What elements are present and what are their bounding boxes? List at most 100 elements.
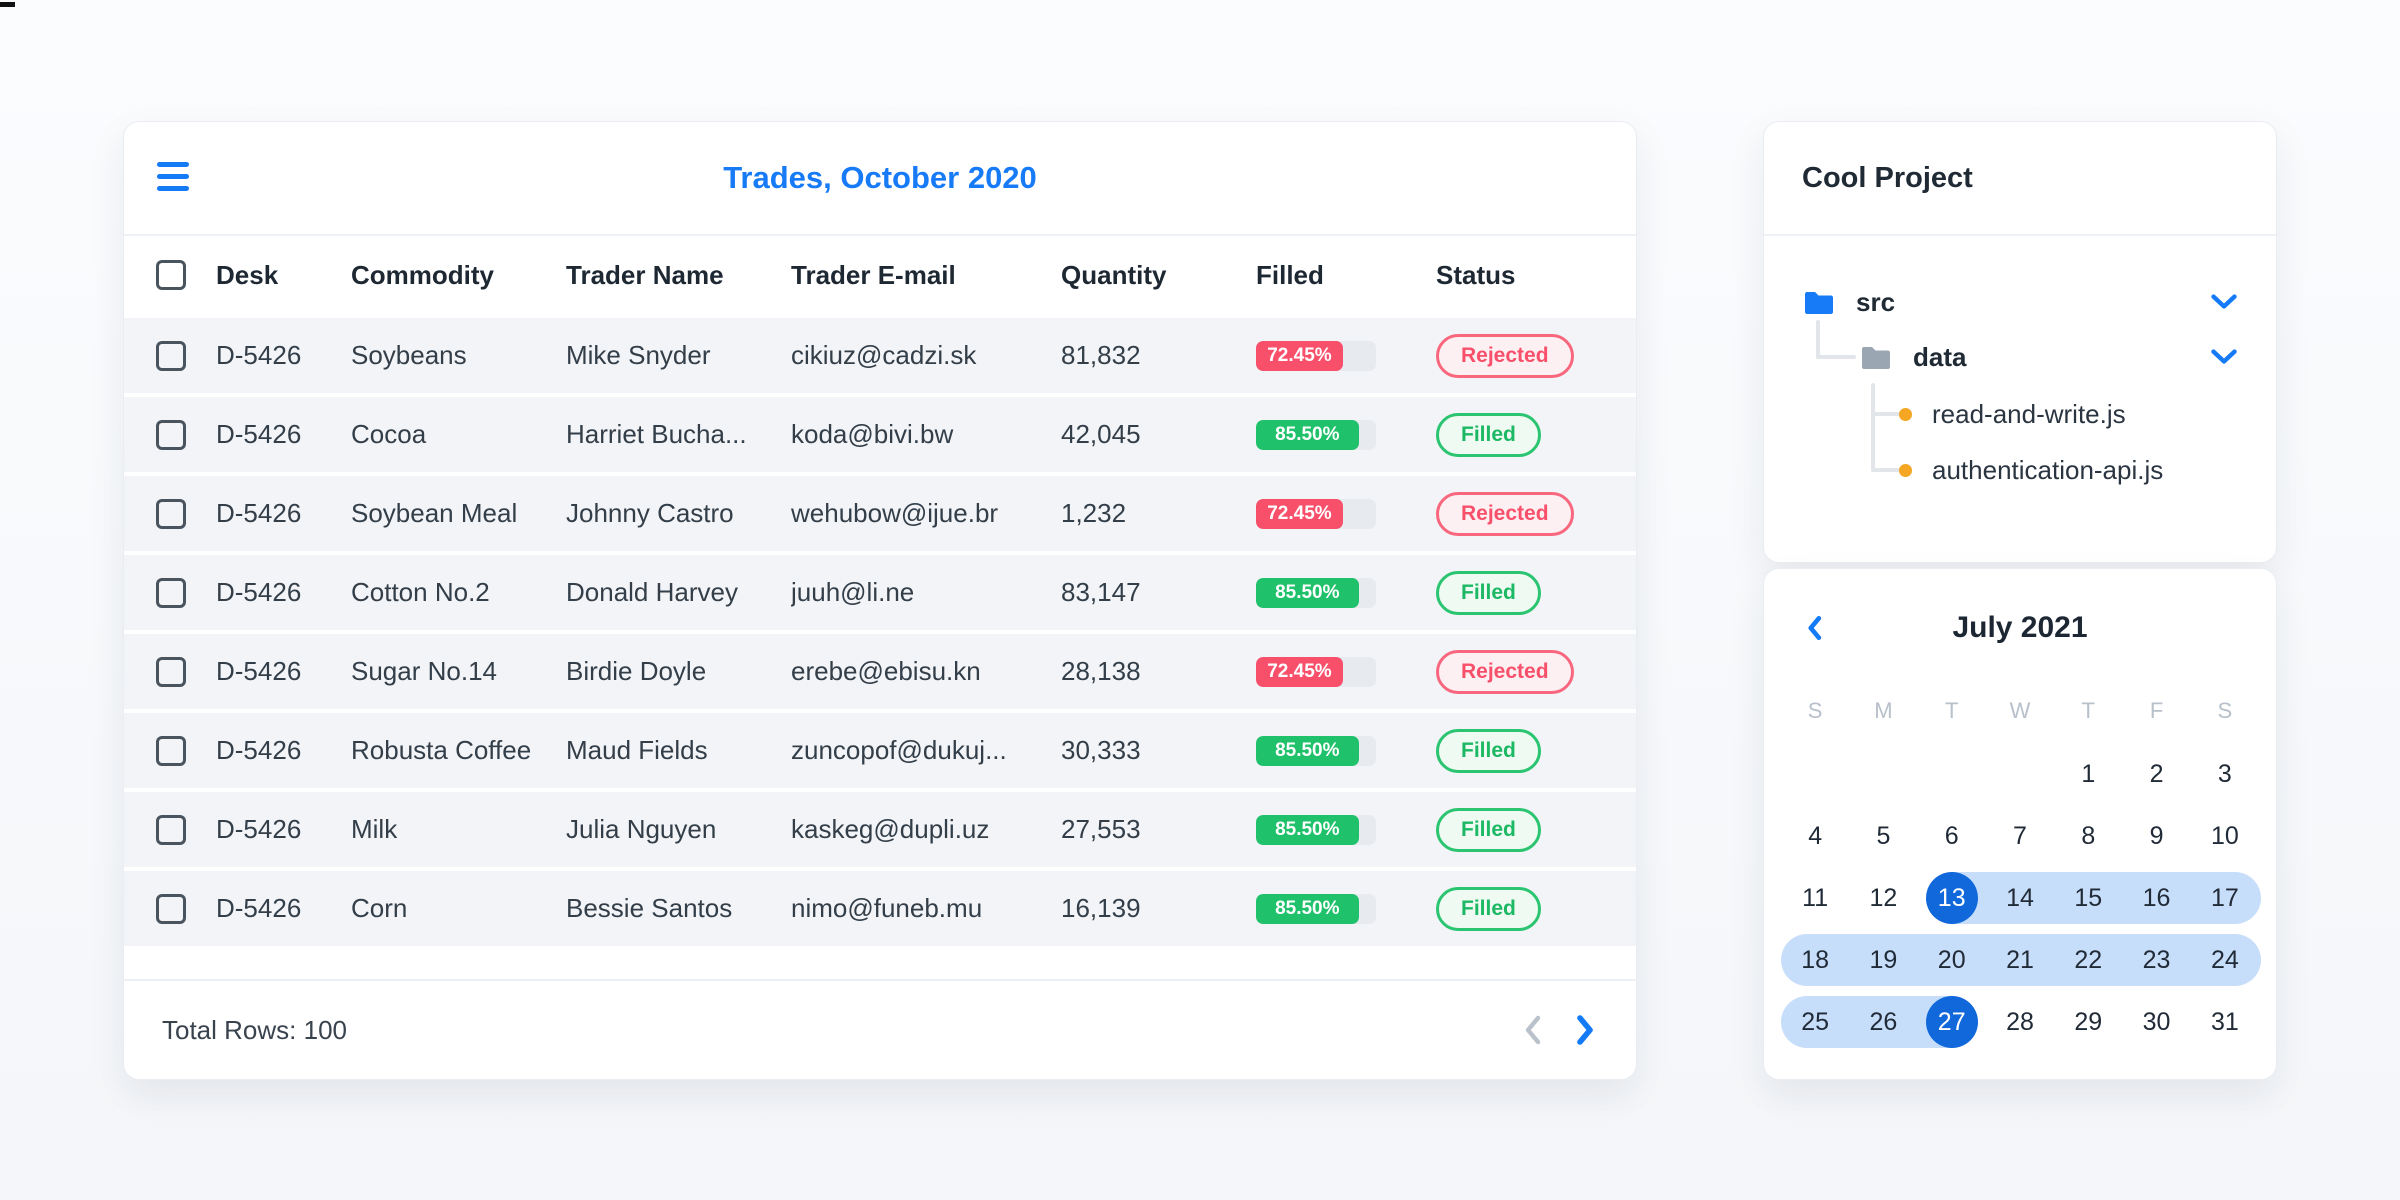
day-number: 21 [2006, 945, 2034, 974]
calendar-day[interactable]: 11 [1781, 867, 1849, 929]
next-page-icon[interactable] [1574, 1014, 1598, 1046]
calendar-day[interactable]: 12 [1849, 867, 1917, 929]
day-number [1994, 748, 2046, 800]
day-number: 22 [2074, 945, 2103, 974]
calendar-day[interactable]: 14 [1986, 867, 2054, 929]
calendar-day[interactable]: 19 [1849, 929, 1917, 991]
chevron-down-icon[interactable] [2210, 293, 2238, 311]
project-card-header: Cool Project [1764, 122, 2276, 236]
tree-node-data[interactable]: data [1859, 331, 2238, 383]
weekday-label: W [2009, 698, 2031, 723]
calendar-day[interactable]: 21 [1986, 929, 2054, 991]
calendar-day[interactable]: 8 [2054, 805, 2122, 867]
day-number: 2 [2149, 759, 2164, 788]
day-number: 14 [2006, 883, 2034, 912]
calendar-day[interactable]: 17 [2191, 867, 2259, 929]
day-number: 26 [1869, 1007, 1898, 1036]
calendar-day[interactable]: 2 [2122, 743, 2190, 805]
quantity-cell: 16,139 [1061, 893, 1141, 923]
tree-connector-line [1871, 412, 1901, 416]
calendar-day[interactable]: 10 [2191, 805, 2259, 867]
file-bullet-icon [1899, 463, 1912, 477]
calendar-day[interactable]: 22 [2054, 929, 2122, 991]
calendar-day[interactable]: 5 [1849, 805, 1917, 867]
weekday-label: F [2149, 698, 2164, 723]
desk-cell: D-5426 [216, 814, 302, 844]
trader-name-cell: Julia Nguyen [566, 814, 717, 844]
calendar-week-row: 4 5 6 7 8 9 10 [1781, 805, 2259, 867]
calendar-day[interactable]: 7 [1986, 805, 2054, 867]
prev-page-icon[interactable] [1520, 1014, 1544, 1046]
table-row: D-5426 Soybean Meal Johnny Castro wehubo… [124, 472, 1636, 551]
calendar-day[interactable]: 13 [1918, 867, 1986, 929]
quantity-cell: 81,832 [1061, 340, 1141, 370]
calendar-header: July 2021 [1764, 569, 2276, 687]
row-checkbox[interactable] [156, 656, 186, 687]
day-number: 27 [1925, 996, 1978, 1048]
table-row: D-5426 Corn Bessie Santos nimo@funeb.mu … [124, 867, 1636, 946]
row-checkbox[interactable] [156, 577, 186, 608]
day-number: 18 [1801, 945, 1830, 974]
file-tree: src data read-and-write.js authenticatio… [1764, 236, 2276, 562]
day-number: 5 [1876, 821, 1891, 850]
calendar-day[interactable]: 30 [2122, 991, 2190, 1053]
trader-email-cell: nimo@funeb.mu [791, 893, 983, 923]
calendar-day[interactable]: 3 [2191, 743, 2259, 805]
calendar-day[interactable]: 26 [1849, 991, 1917, 1053]
calendar-day[interactable]: 18 [1781, 929, 1849, 991]
chevron-down-icon[interactable] [2210, 348, 2238, 366]
trader-name-cell: Johnny Castro [566, 498, 734, 528]
trades-title: Trades, October 2020 [723, 160, 1037, 195]
weekday-label: T [2081, 698, 2095, 723]
day-number: 8 [2081, 821, 2096, 850]
row-checkbox[interactable] [156, 419, 186, 450]
trader-email-cell: juuh@li.ne [791, 577, 915, 607]
row-checkbox[interactable] [156, 735, 186, 766]
row-checkbox[interactable] [156, 498, 186, 529]
day-number: 4 [1808, 821, 1823, 850]
menu-bar [157, 174, 189, 179]
desk-cell: D-5426 [216, 340, 302, 370]
day-number: 7 [2013, 821, 2027, 850]
weekday-label: T [1944, 698, 1959, 723]
day-number: 20 [1937, 945, 1966, 974]
filled-progress-bar: 85.50% [1256, 814, 1376, 845]
day-number [1789, 748, 1841, 800]
calendar-day[interactable]: 6 [1918, 805, 1986, 867]
calendar-day[interactable]: 31 [2191, 991, 2259, 1053]
calendar-day[interactable]: 16 [2122, 867, 2190, 929]
calendar-day[interactable]: 15 [2054, 867, 2122, 929]
select-all-checkbox[interactable] [156, 260, 186, 290]
row-checkbox[interactable] [156, 893, 186, 924]
table-row: D-5426 Soybeans Mike Snyder cikiuz@cadzi… [124, 314, 1636, 393]
commodity-cell: Corn [351, 893, 408, 923]
folder-label: src [1856, 286, 1896, 317]
weekday-label: S [2217, 698, 2233, 723]
row-checkbox[interactable] [156, 814, 186, 845]
calendar-day[interactable]: 1 [2054, 743, 2122, 805]
tree-node-src[interactable]: src [1802, 276, 2238, 328]
tree-node-file[interactable]: authentication-api.js [1899, 444, 2238, 496]
tree-connector-line [1871, 383, 1875, 472]
day-number [1857, 748, 1909, 800]
calendar-day[interactable]: 23 [2122, 929, 2190, 991]
calendar-day[interactable]: 28 [1986, 991, 2054, 1053]
calendar-day[interactable]: 25 [1781, 991, 1849, 1053]
corner-artifact [0, 2, 15, 7]
folder-icon [1805, 292, 1833, 314]
quantity-cell: 28,138 [1061, 656, 1141, 686]
total-rows-label: Total Rows: 100 [162, 1014, 347, 1045]
calendar-prev-icon[interactable] [1804, 615, 1824, 641]
calendar-day[interactable]: 20 [1918, 929, 1986, 991]
tree-node-file[interactable]: read-and-write.js [1899, 388, 2238, 440]
menu-icon[interactable] [157, 162, 189, 191]
calendar-day[interactable]: 9 [2122, 805, 2190, 867]
calendar-day[interactable]: 4 [1781, 805, 1849, 867]
calendar-day[interactable]: 27 [1918, 991, 1986, 1053]
calendar-grid: 1 2 3 4 5 6 7 8 9 10 11 12 13 14 15 16 17 18 19 20 21 22 23 24 2… [1781, 743, 2261, 1053]
calendar-day[interactable]: 29 [2054, 991, 2122, 1053]
day-number: 24 [2210, 945, 2239, 974]
row-checkbox[interactable] [156, 340, 186, 371]
calendar-day[interactable]: 24 [2191, 929, 2259, 991]
